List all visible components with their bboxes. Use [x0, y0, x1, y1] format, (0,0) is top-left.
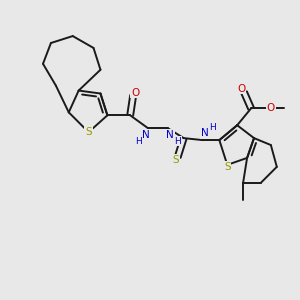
Text: O: O	[237, 84, 245, 94]
Text: H: H	[174, 136, 181, 146]
Text: N: N	[201, 128, 208, 138]
Text: N: N	[166, 130, 174, 140]
Text: H: H	[135, 136, 142, 146]
Text: S: S	[85, 127, 92, 137]
Text: H: H	[209, 123, 216, 132]
Text: S: S	[224, 162, 231, 172]
Text: O: O	[131, 88, 139, 98]
Text: N: N	[142, 130, 150, 140]
Text: O: O	[267, 103, 275, 113]
Text: S: S	[172, 155, 179, 165]
